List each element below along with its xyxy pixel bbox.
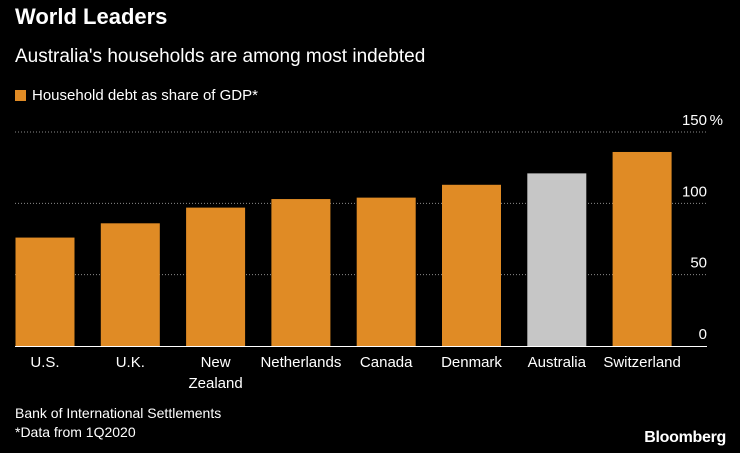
x-tick-label-canada: Canada	[360, 354, 413, 371]
bar-australia	[527, 173, 587, 346]
x-tick-label-denmark: Denmark	[441, 354, 502, 371]
x-tick-label-new-zealand-line-2: Zealand	[188, 375, 242, 392]
footnote-text: *Data from 1Q2020	[15, 424, 136, 440]
x-tick-label-netherlands: Netherlands	[260, 354, 341, 371]
x-tick-label-u-k: U.K.	[116, 354, 145, 371]
y-tick-label-50: 50	[690, 255, 707, 272]
chart-title: World Leaders	[15, 4, 168, 29]
y-tick-label-150: 150	[682, 112, 707, 129]
legend: Household debt as share of GDP*	[15, 87, 258, 104]
bar-canada	[356, 197, 416, 346]
x-tick-label-new-zealand-line-1: New	[201, 354, 231, 371]
bar-switzerland	[612, 151, 672, 346]
bar-u-k	[100, 223, 160, 346]
bar-netherlands	[271, 199, 331, 346]
legend-label: Household debt as share of GDP*	[32, 87, 258, 104]
bar-chart: 0 50 100 150 % U.S. U.K. New Zealand Netherlands C…	[15, 112, 723, 392]
y-tick-label-0: 0	[699, 326, 707, 343]
bloomberg-logo: Bloomberg	[644, 429, 726, 446]
x-tick-label-u-s: U.S.	[30, 354, 59, 371]
x-tick-label-switzerland: Switzerland	[603, 354, 681, 371]
y-tick-label-100: 100	[682, 183, 707, 200]
x-tick-label-australia: Australia	[528, 354, 587, 371]
y-unit-label: %	[710, 112, 723, 129]
source-notes: Bank of International Settlements *Data …	[15, 404, 221, 442]
source-text: Bank of International Settlements	[15, 405, 222, 421]
bar-new-zealand	[186, 207, 246, 346]
bar-denmark	[442, 184, 501, 346]
chart-subtitle: Australia's households are among most in…	[15, 46, 426, 67]
legend-swatch	[15, 90, 26, 101]
bar-u-s	[15, 237, 75, 346]
